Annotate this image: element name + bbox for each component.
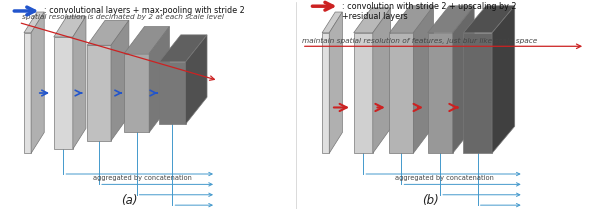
- Polygon shape: [329, 12, 343, 153]
- Polygon shape: [322, 12, 343, 33]
- Polygon shape: [373, 8, 391, 153]
- Polygon shape: [111, 20, 129, 141]
- Text: : convolutional layers + max-pooling with stride 2: : convolutional layers + max-pooling wit…: [44, 7, 245, 16]
- Polygon shape: [124, 54, 149, 133]
- Polygon shape: [427, 6, 474, 33]
- Polygon shape: [31, 12, 44, 153]
- Text: aggregated by concatenation: aggregated by concatenation: [93, 175, 192, 181]
- Polygon shape: [464, 6, 515, 33]
- Text: (a): (a): [120, 194, 137, 207]
- Polygon shape: [427, 33, 453, 153]
- Text: aggregated by concatenation: aggregated by concatenation: [396, 175, 494, 181]
- Polygon shape: [354, 8, 391, 33]
- Polygon shape: [124, 26, 169, 54]
- Polygon shape: [87, 20, 129, 45]
- Polygon shape: [24, 33, 31, 153]
- Polygon shape: [464, 33, 492, 153]
- Polygon shape: [87, 45, 111, 141]
- Polygon shape: [322, 33, 329, 153]
- Polygon shape: [414, 6, 433, 153]
- Text: spatial resolution is decimated by 2 at each scale level: spatial resolution is decimated by 2 at …: [22, 14, 223, 20]
- Polygon shape: [389, 6, 433, 33]
- Text: (b): (b): [421, 194, 438, 207]
- Polygon shape: [389, 33, 414, 153]
- Polygon shape: [453, 6, 474, 153]
- Text: : convolution with stride 2 + upscaling by 2: : convolution with stride 2 + upscaling …: [343, 2, 517, 11]
- Polygon shape: [354, 33, 373, 153]
- Text: maintain spatial resolution of features, just blur like scale space: maintain spatial resolution of features,…: [302, 38, 537, 44]
- Polygon shape: [149, 26, 169, 133]
- Polygon shape: [54, 16, 86, 37]
- Polygon shape: [73, 16, 86, 149]
- Polygon shape: [54, 37, 73, 149]
- Polygon shape: [24, 12, 44, 33]
- Polygon shape: [492, 6, 515, 153]
- Text: +residual layers: +residual layers: [343, 12, 408, 21]
- Polygon shape: [160, 35, 207, 62]
- Polygon shape: [160, 62, 185, 124]
- Polygon shape: [185, 35, 207, 124]
